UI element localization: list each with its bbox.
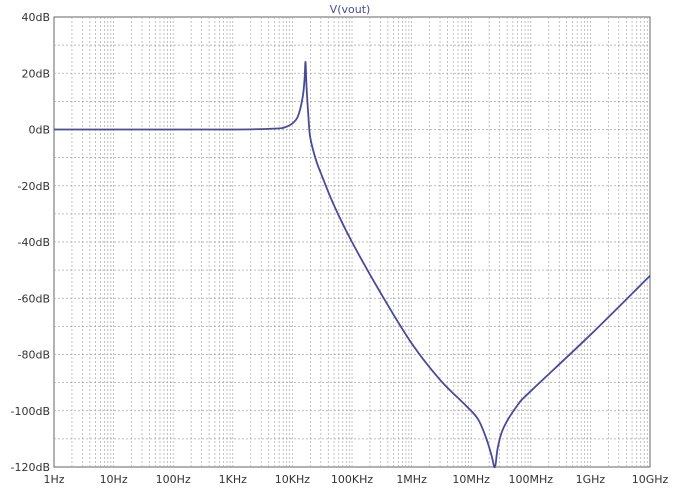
x-tick-label: 100MHz	[509, 473, 554, 486]
series-line	[54, 61, 651, 469]
x-tick-label: 1MHz	[396, 473, 427, 486]
x-tick-label: 10Hz	[100, 473, 128, 486]
x-tick-label: 1Hz	[43, 473, 64, 486]
y-tick-label: -120dB	[11, 461, 51, 474]
y-tick-label: -100dB	[11, 405, 51, 418]
chart-title: V(vout)	[330, 3, 371, 16]
x-tick-label: 1KHz	[219, 473, 247, 486]
x-tick-label: 100KHz	[331, 473, 373, 486]
x-tick-label: 10KHz	[275, 473, 310, 486]
x-tick-labels: 1Hz 10Hz 100Hz 1KHz 10KHz 100KHz 1MHz 10MHz 100M…	[43, 473, 668, 486]
y-tick-label: -60dB	[18, 292, 51, 305]
x-tick-label: 100Hz	[156, 473, 191, 486]
x-tick-label: 1GHz	[576, 473, 606, 486]
x-tick-label: 10GHz	[632, 473, 669, 486]
y-tick-label: -20dB	[18, 180, 51, 193]
y-tick-label: -40dB	[18, 236, 51, 249]
y-tick-label: -80dB	[18, 349, 51, 362]
series-group	[54, 61, 651, 469]
y-tick-label: 40dB	[21, 11, 50, 24]
y-tick-label: 20dB	[21, 67, 50, 80]
x-tick-label: 10MHz	[452, 473, 490, 486]
y-tick-label: 0dB	[28, 124, 50, 137]
y-tick-labels: 40dB 20dB 0dB -20dB -40dB -60dB -80dB -100dB -12…	[11, 11, 51, 474]
grid-lines	[54, 17, 650, 467]
